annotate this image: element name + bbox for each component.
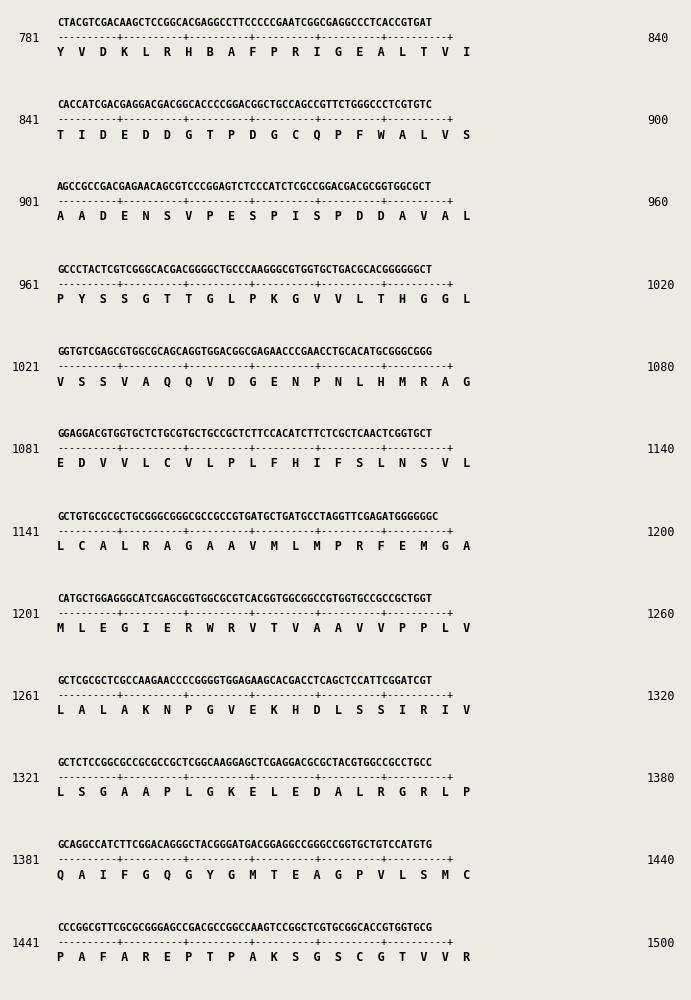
Text: Q  A  I  F  G  Q  G  Y  G  M  T  E  A  G  P  V  L  S  M  C: Q A I F G Q G Y G M T E A G P V L S M C [57,868,471,882]
Text: P  A  F  A  R  E  P  T  P  A  K  S  G  S  C  G  T  V  V  R: P A F A R E P T P A K S G S C G T V V R [57,951,471,964]
Text: ----------+----------+----------+----------+----------+----------+: ----------+----------+----------+-------… [57,690,453,700]
Text: ----------+----------+----------+----------+----------+----------+: ----------+----------+----------+-------… [57,937,453,947]
Text: 1321: 1321 [12,772,40,785]
Text: CCCGGCGTTCGCGCGGGAGCCGACGCCGGCCAAGTCCGGCTCGTGCGGCACCGTGGTGCG: CCCGGCGTTCGCGCGGGAGCCGACGCCGGCCAAGTCCGGC… [57,923,432,933]
Text: T  I  D  E  D  D  G  T  P  D  G  C  Q  P  F  W  A  L  V  S: T I D E D D G T P D G C Q P F W A L V S [57,128,471,141]
Text: GCTGTGCGCGCTGCGGGCGGGCGCCGCCGTGATGCTGATGCCTAGGTTCGAGATGGGGGGC: GCTGTGCGCGCTGCGGGCGGGCGCCGCCGTGATGCTGATG… [57,512,438,522]
Text: 1080: 1080 [647,361,676,374]
Text: V  S  S  V  A  Q  Q  V  D  G  E  N  P  N  L  H  M  R  A  G: V S S V A Q Q V D G E N P N L H M R A G [57,375,471,388]
Text: 841: 841 [19,114,40,127]
Text: ----------+----------+----------+----------+----------+----------+: ----------+----------+----------+-------… [57,361,453,371]
Text: L  S  G  A  A  P  L  G  K  E  L  E  D  A  L  R  G  R  L  P: L S G A A P L G K E L E D A L R G R L P [57,786,471,799]
Text: 960: 960 [647,196,668,210]
Text: 1500: 1500 [647,937,676,950]
Text: ----------+----------+----------+----------+----------+----------+: ----------+----------+----------+-------… [57,854,453,864]
Text: E  D  V  V  L  C  V  L  P  L  F  H  I  F  S  L  N  S  V  L: E D V V L C V L P L F H I F S L N S V L [57,457,471,470]
Text: 781: 781 [19,32,40,45]
Text: AGCCGCCGACGAGAACAGCGTCCCGGAGTCTCCCATCTCGCCGGACGACGCGGTGGCGCT: AGCCGCCGACGAGAACAGCGTCCCGGAGTCTCCCATCTCG… [57,182,432,192]
Text: GCCCTACTCGTCGGGCACGACGGGGCTGCCCAAGGGCGTGGTGCTGACGCACGGGGGGCT: GCCCTACTCGTCGGGCACGACGGGGCTGCCCAAGGGCGTG… [57,265,432,275]
Text: 1021: 1021 [12,361,40,374]
Text: GGTGTCGAGCGTGGCGCAGCAGGTGGACGGCGAGAACCCGAACCTGCACATGCGGGCGGG: GGTGTCGAGCGTGGCGCAGCAGGTGGACGGCGAGAACCCG… [57,347,432,357]
Text: 1260: 1260 [647,608,676,621]
Text: P  Y  S  S  G  T  T  G  L  P  K  G  V  V  L  T  H  G  G  L: P Y S S G T T G L P K G V V L T H G G L [57,293,471,306]
Text: CACCATCGACGAGGACGACGGCACCCCGGACGGCTGCCAGCCGTTCTGGGCCCTCGTGTC: CACCATCGACGAGGACGACGGCACCCCGGACGGCTGCCAG… [57,100,432,110]
Text: L  A  L  A  K  N  P  G  V  E  K  H  D  L  S  S  I  R  I  V: L A L A K N P G V E K H D L S S I R I V [57,704,471,717]
Text: 1081: 1081 [12,443,40,456]
Text: CATGCTGGAGGGCATCGAGCGGTGGCGCGTCACGGTGGCGGCCGTGGTGCCGCCGCTGGT: CATGCTGGAGGGCATCGAGCGGTGGCGCGTCACGGTGGCG… [57,594,432,604]
Text: 1381: 1381 [12,854,40,867]
Text: 1020: 1020 [647,279,676,292]
Text: Y  V  D  K  L  R  H  B  A  F  P  R  I  G  E  A  L  T  V  I: Y V D K L R H B A F P R I G E A L T V I [57,46,471,59]
Text: GCAGGCCATCTTCGGACAGGGCTACGGGATGACGGAGGCCGGGCCGGTGCTGTCCATGTG: GCAGGCCATCTTCGGACAGGGCTACGGGATGACGGAGGCC… [57,840,432,850]
Text: 901: 901 [19,196,40,210]
Text: 1201: 1201 [12,608,40,621]
Text: L  C  A  L  R  A  G  A  A  V  M  L  M  P  R  F  E  M  G  A: L C A L R A G A A V M L M P R F E M G A [57,540,471,552]
Text: ----------+----------+----------+----------+----------+----------+: ----------+----------+----------+-------… [57,443,453,453]
Text: A  A  D  E  N  S  V  P  E  S  P  I  S  P  D  D  A  V  A  L: A A D E N S V P E S P I S P D D A V A L [57,211,471,224]
Text: 1141: 1141 [12,526,40,538]
Text: GGAGGACGTGGTGCTCTGCGTGCTGCCGCTCTTCCACATCTTCTCGCTCAACTCGGTGCT: GGAGGACGTGGTGCTCTGCGTGCTGCCGCTCTTCCACATC… [57,429,432,439]
Text: 900: 900 [647,114,668,127]
Text: 1441: 1441 [12,937,40,950]
Text: 840: 840 [647,32,668,45]
Text: M  L  E  G  I  E  R  W  R  V  T  V  A  A  V  V  P  P  L  V: M L E G I E R W R V T V A A V V P P L V [57,622,471,635]
Text: 1320: 1320 [647,690,676,703]
Text: ----------+----------+----------+----------+----------+----------+: ----------+----------+----------+-------… [57,608,453,618]
Text: 1261: 1261 [12,690,40,703]
Text: ----------+----------+----------+----------+----------+----------+: ----------+----------+----------+-------… [57,772,453,782]
Text: 961: 961 [19,279,40,292]
Text: 1140: 1140 [647,443,676,456]
Text: 1440: 1440 [647,854,676,867]
Text: 1200: 1200 [647,526,676,538]
Text: GCTCGCGCTCGCCAAGAACCCCGGGGTGGAGAAGCACGACCTCAGCTCCATTCGGATCGT: GCTCGCGCTCGCCAAGAACCCCGGGGTGGAGAAGCACGAC… [57,676,432,686]
Text: ----------+----------+----------+----------+----------+----------+: ----------+----------+----------+-------… [57,196,453,207]
Text: ----------+----------+----------+----------+----------+----------+: ----------+----------+----------+-------… [57,526,453,536]
Text: ----------+----------+----------+----------+----------+----------+: ----------+----------+----------+-------… [57,114,453,124]
Text: ----------+----------+----------+----------+----------+----------+: ----------+----------+----------+-------… [57,32,453,42]
Text: CTACGTCGACAAGCTCCGGCACGAGGCCTTCCCCCGAATCGGCGAGGCCCTCACCGTGAT: CTACGTCGACAAGCTCCGGCACGAGGCCTTCCCCCGAATC… [57,18,432,28]
Text: ----------+----------+----------+----------+----------+----------+: ----------+----------+----------+-------… [57,279,453,289]
Text: GCTCTCCGGCGCCGCGCCGCTCGGCAAGGAGCTCGAGGACGCGCTACGTGGCCGCCTGCC: GCTCTCCGGCGCCGCGCCGCTCGGCAAGGAGCTCGAGGAC… [57,758,432,768]
Text: 1380: 1380 [647,772,676,785]
